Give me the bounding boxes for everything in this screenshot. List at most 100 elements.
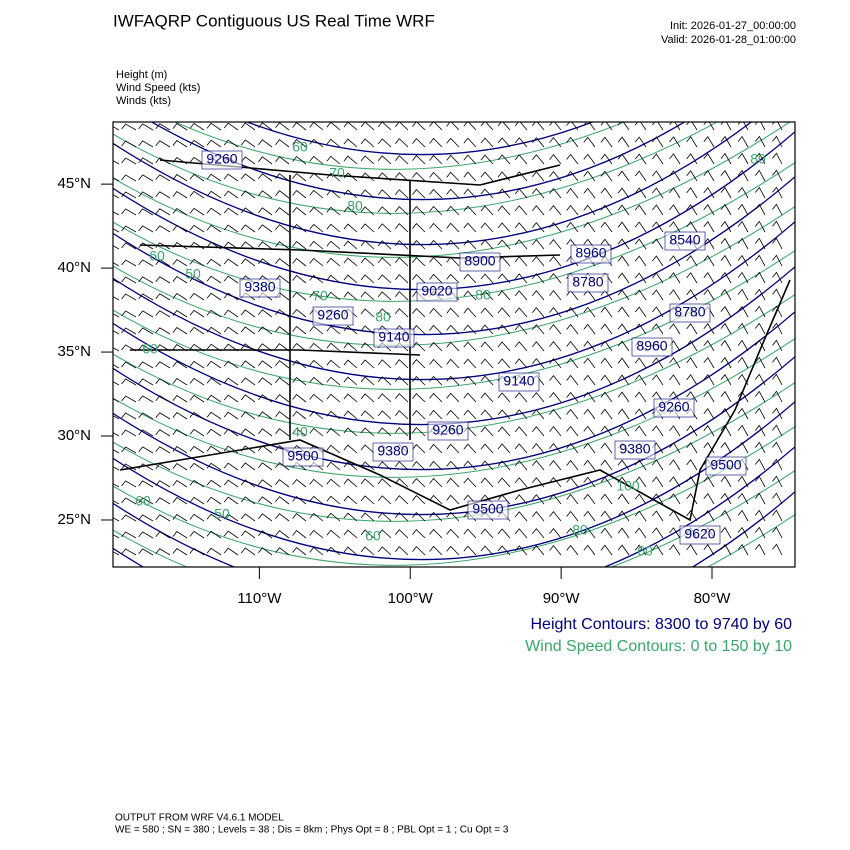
wind-barb [121, 480, 137, 488]
wind-barb [121, 497, 137, 505]
wind-barb [634, 408, 647, 420]
wind-barb [583, 187, 596, 199]
wind-barb [532, 171, 545, 182]
wind-barb [600, 306, 613, 318]
wind-barb [497, 545, 511, 556]
wind-barb [703, 187, 715, 199]
wind-barb [206, 428, 222, 437]
wind-barb [652, 374, 664, 386]
wind-barb [566, 136, 579, 148]
wind-barb [343, 444, 358, 454]
wind-barb [686, 510, 698, 522]
height-label-box [372, 442, 414, 462]
wind-barb [155, 446, 171, 454]
wind-barb [514, 409, 528, 420]
wind-barb [275, 496, 290, 505]
wind-barb [532, 460, 545, 471]
wind-barb [514, 443, 528, 454]
wind-barb [652, 136, 664, 148]
height-label: 9380 [377, 443, 408, 459]
wind-barb [600, 476, 613, 488]
wind-barb [634, 323, 647, 335]
wind-barb [669, 255, 681, 267]
wind-barb [754, 424, 766, 437]
wind-barb [155, 361, 171, 369]
wind-barb [634, 170, 647, 182]
wind-barb [240, 326, 256, 335]
wind-barb [394, 155, 409, 165]
wind-barb [172, 293, 188, 301]
wind-barb [240, 207, 256, 216]
wind-barb [532, 205, 545, 216]
wind-barb [737, 526, 749, 539]
wind-barb [113, 500, 120, 505]
wind-barb [326, 529, 341, 539]
wind-barb [429, 222, 443, 233]
wind-barb [343, 189, 358, 199]
wind-barb [566, 153, 579, 165]
wind-barb [669, 493, 681, 505]
wind-barb [480, 137, 494, 148]
wind-barb [634, 476, 647, 488]
wind-barb [754, 152, 766, 165]
wind-barb [480, 477, 494, 488]
wind-barb [138, 327, 154, 335]
wind-barb [121, 429, 137, 437]
wind-barb [480, 392, 494, 403]
wind-barb [737, 441, 749, 454]
wind-barb [686, 476, 698, 488]
wind-barb [737, 237, 749, 250]
height-label: 8960 [636, 338, 667, 354]
wind-barb [429, 307, 443, 318]
wind-barb [720, 122, 732, 131]
wind-barb [446, 358, 460, 369]
wind-barb [514, 188, 528, 199]
wind-barb [223, 241, 239, 250]
wind-barb [223, 309, 239, 318]
wind-barb [600, 459, 613, 471]
wind-barb [463, 341, 477, 352]
wind-barb [189, 547, 205, 556]
wind-barb [669, 527, 681, 539]
wind-barb [343, 223, 358, 233]
wind-barb [772, 169, 783, 182]
wind-barb [634, 306, 647, 318]
wind-barb [634, 544, 647, 556]
wind-barb [326, 427, 341, 437]
wind-barb [514, 154, 528, 165]
wind-barb [172, 531, 188, 539]
wind-barb [189, 462, 205, 471]
wind-barb [446, 341, 460, 352]
wind-barb [669, 187, 681, 199]
wind-barb [138, 531, 154, 539]
wind-barb [532, 358, 545, 369]
wind-barb [754, 373, 766, 386]
wind-barb [514, 307, 528, 318]
wind-barb [669, 476, 681, 488]
wind-barb [121, 378, 137, 386]
wind-barb [463, 409, 477, 420]
wind-barb [113, 347, 120, 352]
wind-barb [549, 154, 562, 165]
wind-barb [121, 123, 137, 131]
wind-barb [772, 203, 783, 216]
wind-barb [113, 228, 120, 233]
wind-barb [514, 122, 528, 131]
wind-barb [155, 191, 171, 199]
wind-barb [223, 479, 239, 488]
wind-barb [669, 544, 681, 556]
wind-barb [172, 310, 188, 318]
wind-barb [703, 391, 715, 403]
wind-barb [754, 169, 766, 182]
wind-barb [172, 429, 188, 437]
wind-barb [566, 510, 579, 522]
wind-barb [172, 174, 188, 182]
wind-barb [686, 289, 698, 301]
height-label-box [467, 500, 509, 520]
wind-barb [600, 527, 613, 539]
wind-barb [720, 288, 732, 301]
wind-barb [138, 123, 154, 131]
wind-label: 80 [347, 198, 363, 214]
wind-barb [240, 530, 256, 539]
